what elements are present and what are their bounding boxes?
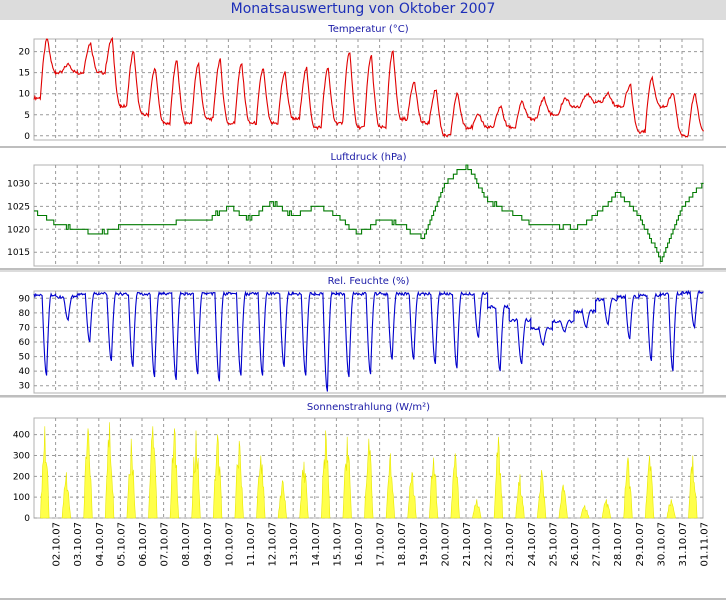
x-tick-label: 01.11.07	[700, 522, 711, 567]
x-tick-label: 13.10.07	[289, 522, 300, 567]
x-tick-label: 03.10.07	[73, 522, 84, 567]
pressure-series-line	[34, 164, 704, 262]
pressure-ytick-label: 1020	[7, 225, 30, 235]
x-tick-label: 17.10.07	[376, 522, 387, 567]
pressure-ytick-label: 1030	[7, 179, 30, 189]
radiation-day-area	[126, 438, 136, 519]
radiation-day-area	[428, 457, 439, 519]
radiation-day-area	[40, 426, 50, 519]
x-tick-label: 16.10.07	[354, 522, 365, 567]
humidity-ytick-label: 60	[19, 338, 31, 348]
x-tick-label: 02.10.07	[52, 522, 63, 567]
x-tick-label: 09.10.07	[203, 522, 214, 567]
radiation-day-area	[277, 480, 288, 519]
x-tick-label: 11.10.07	[246, 522, 257, 567]
radiation-ytick-label: 300	[13, 452, 30, 462]
radiation-day-area	[493, 436, 504, 519]
radiation-day-area	[558, 484, 568, 519]
x-tick-label: 30.10.07	[656, 522, 667, 567]
radiation-day-area	[688, 455, 698, 519]
radiation-day-area	[623, 457, 633, 519]
radiation-day-area	[601, 499, 612, 519]
radiation-day-area	[169, 428, 180, 519]
x-tick-label: 20.10.07	[440, 522, 451, 567]
humidity-chart: Rel. Feuchte (%) 30 40 50 60 70 80 90	[19, 276, 704, 394]
humidity-ytick-label: 50	[19, 353, 31, 363]
radiation-day-area	[61, 472, 72, 519]
radiation-day-area	[104, 422, 115, 519]
radiation-day-area	[407, 472, 417, 519]
x-tick-label: 21.10.07	[462, 522, 473, 567]
radiation-day-area	[256, 455, 266, 519]
x-tick-label: 10.10.07	[224, 522, 235, 567]
radiation-day-area	[191, 430, 201, 519]
x-tick-label: 31.10.07	[678, 522, 689, 567]
x-tick-label: 29.10.07	[635, 522, 646, 567]
x-tick-label: 22.10.07	[484, 522, 495, 567]
x-tick-label: 26.10.07	[570, 522, 581, 567]
x-tick-label: 04.10.07	[95, 522, 106, 567]
x-tick-label: 06.10.07	[138, 522, 149, 567]
radiation-day-area	[299, 461, 309, 519]
temperature-ytick-label: 5	[24, 111, 30, 121]
pressure-ytick-label: 1015	[7, 248, 30, 258]
temperature-chart: Temperatur (°C) 0 5 10 15 20	[19, 24, 705, 142]
x-tick-label: 18.10.07	[397, 522, 408, 567]
radiation-day-area	[320, 430, 331, 519]
radiation-title: Sonnenstrahlung (W/m²)	[307, 402, 430, 413]
radiation-ytick-label: 0	[24, 514, 30, 524]
radiation-ytick-label: 400	[13, 431, 30, 441]
radiation-day-area	[342, 436, 352, 519]
humidity-ytick-label: 40	[19, 367, 31, 377]
temperature-ytick-label: 15	[19, 69, 30, 79]
humidity-ytick-label: 90	[19, 294, 31, 304]
temperature-plot-frame	[33, 38, 704, 141]
x-tick-label: 07.10.07	[160, 522, 171, 567]
radiation-day-area	[644, 455, 655, 519]
x-tick-label: 24.10.07	[527, 522, 538, 567]
radiation-day-area	[450, 453, 460, 519]
pressure-chart: Luftdruck (hPa) 1015 1020 1025 1030	[7, 152, 704, 267]
radiation-day-area	[83, 428, 93, 519]
humidity-ytick-label: 30	[19, 382, 31, 392]
radiation-day-area	[515, 474, 525, 519]
radiation-day-area	[148, 426, 158, 519]
radiation-day-area	[364, 438, 374, 519]
pressure-ytick-label: 1025	[7, 202, 30, 212]
x-tick-label: 08.10.07	[181, 522, 192, 567]
radiation-ytick-label: 200	[13, 472, 30, 482]
humidity-title: Rel. Feuchte (%)	[328, 276, 410, 287]
radiation-day-area	[536, 470, 547, 519]
pressure-plot-frame	[33, 164, 704, 267]
radiation-day-area	[212, 434, 223, 519]
radiation-day-area	[472, 499, 482, 519]
radiation-day-area	[234, 440, 244, 519]
pressure-title: Luftdruck (hPa)	[330, 152, 406, 163]
x-tick-label: 23.10.07	[505, 522, 516, 567]
x-tick-label: 05.10.07	[116, 522, 127, 567]
x-tick-label: 14.10.07	[311, 522, 322, 567]
temperature-series-line	[33, 36, 705, 138]
radiation-ytick-label: 100	[13, 493, 30, 503]
x-tick-label: 12.10.07	[268, 522, 279, 567]
x-tick-label: 15.10.07	[332, 522, 343, 567]
x-tick-label: 25.10.07	[548, 522, 559, 567]
x-tick-label: 19.10.07	[419, 522, 430, 567]
humidity-series-line	[33, 289, 704, 392]
x-tick-label: 28.10.07	[613, 522, 624, 567]
temperature-ytick-label: 10	[19, 90, 31, 100]
radiation-day-area	[385, 453, 396, 519]
radiation-day-area	[580, 504, 590, 519]
humidity-ytick-label: 70	[19, 323, 31, 333]
radiation-chart: Sonnenstrahlung (W/m²) 0 100 200 300 400 02.10…	[13, 402, 711, 567]
x-tick-label: 27.10.07	[592, 522, 603, 567]
humidity-ytick-label: 80	[19, 309, 31, 319]
page-title: Monatsauswertung von Oktober 2007	[230, 1, 496, 17]
temperature-ytick-label: 0	[24, 132, 30, 142]
radiation-day-area	[666, 499, 676, 519]
temperature-title: Temperatur (°C)	[327, 24, 408, 35]
temperature-ytick-label: 20	[19, 48, 31, 58]
